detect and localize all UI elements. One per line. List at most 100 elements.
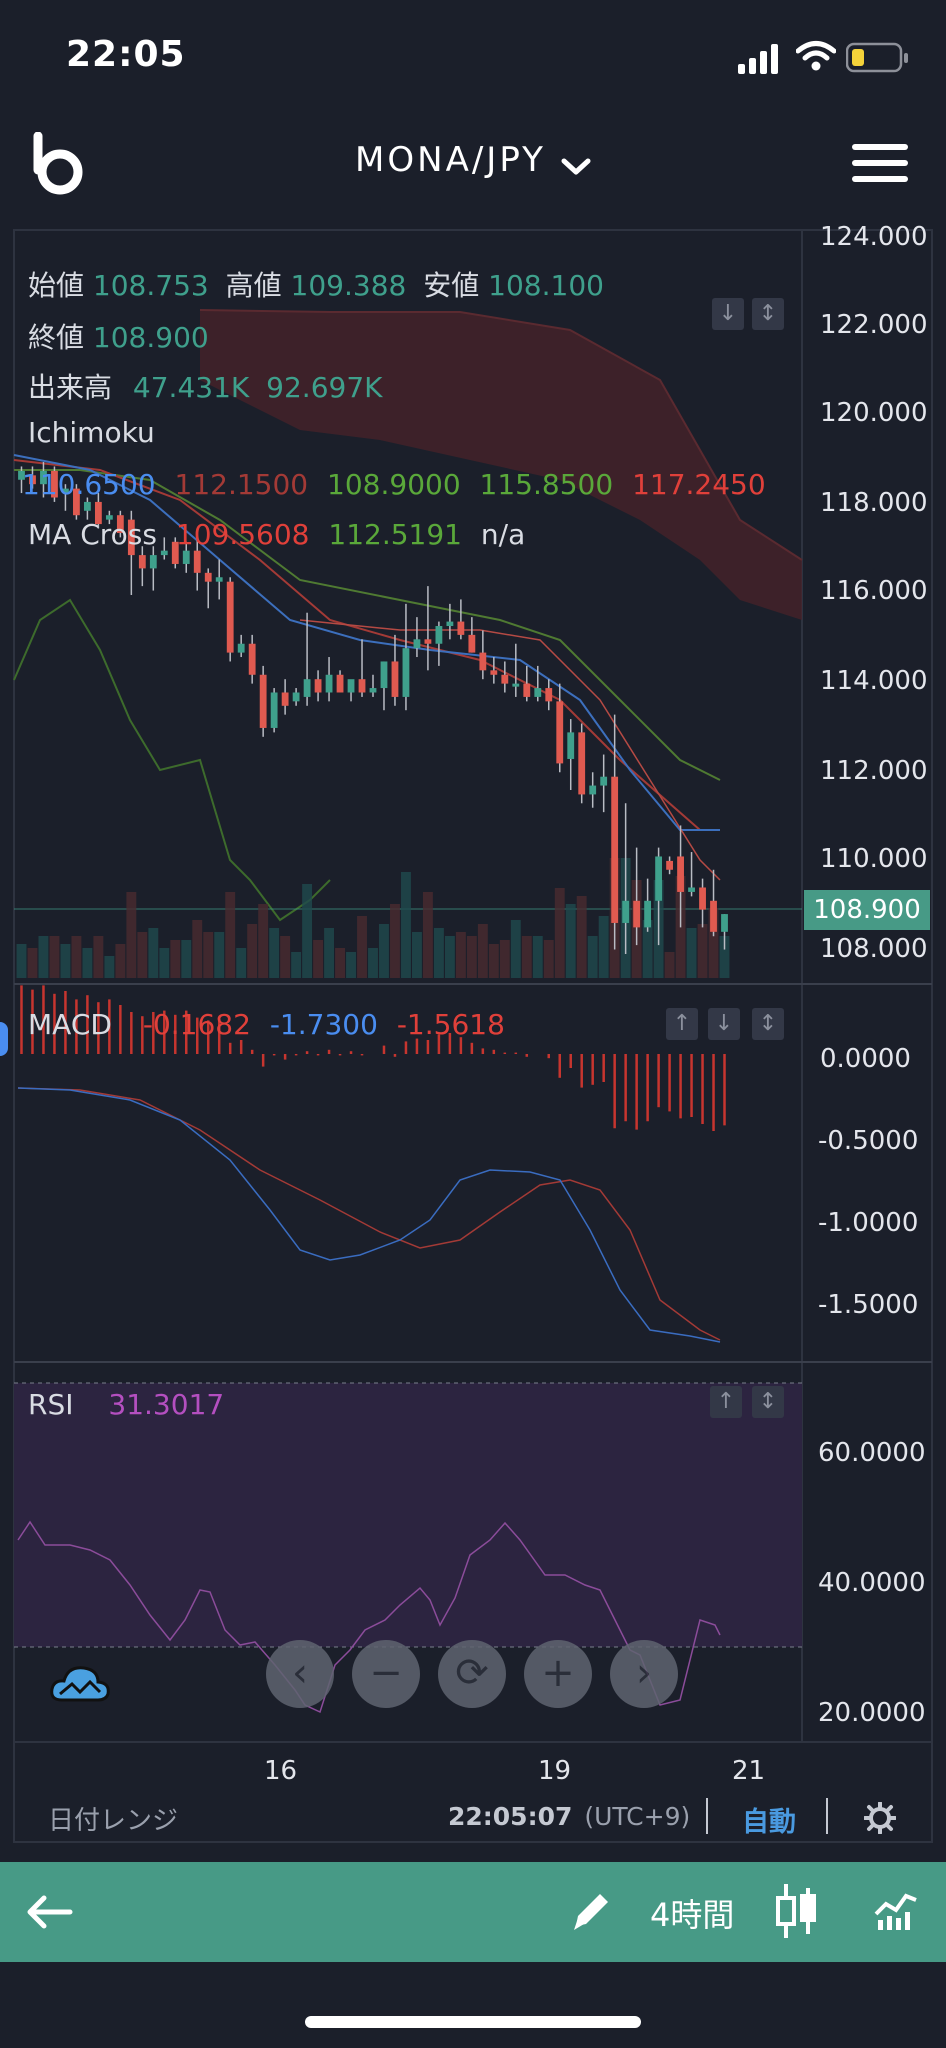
candle-body xyxy=(556,701,564,764)
high-value: 109.388 xyxy=(290,269,407,302)
volume-bar xyxy=(379,924,389,978)
volume-bar xyxy=(324,928,335,978)
volume-bar xyxy=(71,936,82,978)
volume-bar xyxy=(269,928,280,978)
price-tick: 116.000 xyxy=(820,576,928,606)
candle-body xyxy=(534,688,542,697)
candle-body xyxy=(446,621,454,627)
candle-body xyxy=(512,683,520,687)
volume-bar xyxy=(368,948,378,978)
price-tick: 122.000 xyxy=(820,310,928,340)
pane-resize-button[interactable]: ↕ xyxy=(752,298,784,330)
clock-display: 22:05:07 (UTC+9) xyxy=(448,1802,690,1831)
ichimoku-values-row: 110.6500 112.1500 108.9000 115.8500 117.… xyxy=(22,468,766,501)
candle-body xyxy=(490,670,498,675)
candle-body xyxy=(281,692,289,706)
pencil-draw-icon[interactable] xyxy=(570,1888,614,1932)
volume-bar xyxy=(258,904,269,978)
candle-body xyxy=(567,732,575,759)
rsi-tick: 20.0000 xyxy=(818,1698,926,1728)
volume-bar xyxy=(60,944,71,978)
hamburger-menu-icon[interactable] xyxy=(852,142,908,184)
candlestick-type-icon[interactable] xyxy=(774,1882,820,1940)
ma-cross-value-3: n/a xyxy=(480,518,526,551)
volume-bar xyxy=(192,920,203,978)
scroll-left-button[interactable]: ‹ xyxy=(266,1640,334,1708)
low-value: 108.100 xyxy=(488,269,604,302)
time-tick: 16 xyxy=(264,1756,298,1786)
volume-bar xyxy=(697,924,708,978)
macd-tick: -1.5000 xyxy=(818,1290,919,1320)
macd-move-up-button[interactable]: ↑ xyxy=(666,1008,698,1040)
price-tick: 124.000 xyxy=(820,222,928,252)
ichimoku-span-a: 115.8500 xyxy=(479,468,614,501)
macd-hist-value: -0.1682 xyxy=(142,1008,251,1041)
macd-histogram xyxy=(20,985,726,1131)
volume-bar xyxy=(280,936,291,978)
time-tick: 21 xyxy=(732,1756,766,1786)
candle-body xyxy=(204,572,212,582)
candle-body xyxy=(435,626,443,644)
candle-body xyxy=(666,860,673,870)
back-arrow-icon[interactable] xyxy=(26,1892,74,1932)
volume-bar xyxy=(686,928,697,978)
pane-move-down-button[interactable]: ↓ xyxy=(712,298,744,330)
rsi-resize-button[interactable]: ↕ xyxy=(752,1386,784,1418)
volume-bar xyxy=(49,936,60,978)
volume-bar xyxy=(664,952,675,978)
macd-legend-row: MACD -0.1682 -1.7300 -1.5618 xyxy=(28,1008,505,1041)
volume-bar xyxy=(521,936,532,978)
candle-body xyxy=(523,683,531,697)
ma-cross-row: MA Cross 109.5608 112.5191 n/a xyxy=(28,518,525,551)
candle-body xyxy=(600,776,608,786)
candle-body xyxy=(237,643,245,653)
volume-bar xyxy=(335,948,345,978)
interval-selector[interactable]: 4時間 xyxy=(650,1896,735,1934)
candle-body xyxy=(270,692,278,728)
candle-body xyxy=(699,887,706,910)
macd-resize-button[interactable]: ↕ xyxy=(752,1008,784,1040)
bottom-toolbar: 4時間 xyxy=(0,1862,946,1962)
candle-body xyxy=(226,581,234,653)
date-range-button[interactable]: 日付レンジ xyxy=(48,1806,179,1836)
pair-selector[interactable]: MONA/JPY xyxy=(0,140,946,180)
candle-body xyxy=(457,621,465,635)
volume-bar xyxy=(93,936,104,978)
scroll-right-button[interactable]: › xyxy=(610,1640,678,1708)
signal-icon xyxy=(738,44,778,74)
candle-body xyxy=(479,652,487,671)
indicators-icon[interactable] xyxy=(874,1888,918,1932)
volume-bar xyxy=(291,952,302,978)
candle-body xyxy=(721,914,728,932)
home-indicator xyxy=(305,2016,641,2028)
reset-button[interactable]: ⟳ xyxy=(438,1640,506,1708)
candle-body xyxy=(73,488,80,516)
volume-value-1: 47.431K xyxy=(132,371,250,404)
candle-body xyxy=(468,634,476,653)
volume-bar xyxy=(719,936,730,978)
candle-body xyxy=(116,515,124,533)
volume-bar xyxy=(444,936,455,978)
close-legend-row: 終値 108.900 xyxy=(28,316,209,356)
price-tick: 118.000 xyxy=(820,488,928,518)
volume-bar xyxy=(433,928,444,978)
macd-tick: -1.0000 xyxy=(818,1208,919,1238)
zoom-in-button[interactable]: + xyxy=(524,1640,592,1708)
volume-bar xyxy=(708,908,719,978)
zoom-out-button[interactable]: − xyxy=(352,1640,420,1708)
settings-gear-icon[interactable] xyxy=(864,1802,896,1834)
volume-bar xyxy=(401,872,411,978)
rsi-move-up-button[interactable]: ↑ xyxy=(710,1386,742,1418)
macd-move-down-button[interactable]: ↓ xyxy=(708,1008,740,1040)
candle-body xyxy=(358,679,366,693)
auto-scale-button[interactable]: 自動 xyxy=(742,1807,796,1838)
volume-bar xyxy=(598,916,609,978)
volume-bar xyxy=(532,936,543,978)
candle-body xyxy=(655,856,663,901)
volume-bar xyxy=(104,956,115,978)
volume-bar xyxy=(455,932,466,978)
candle-body xyxy=(413,639,421,649)
pane-handle[interactable] xyxy=(0,1022,8,1056)
candle-body xyxy=(51,470,58,498)
